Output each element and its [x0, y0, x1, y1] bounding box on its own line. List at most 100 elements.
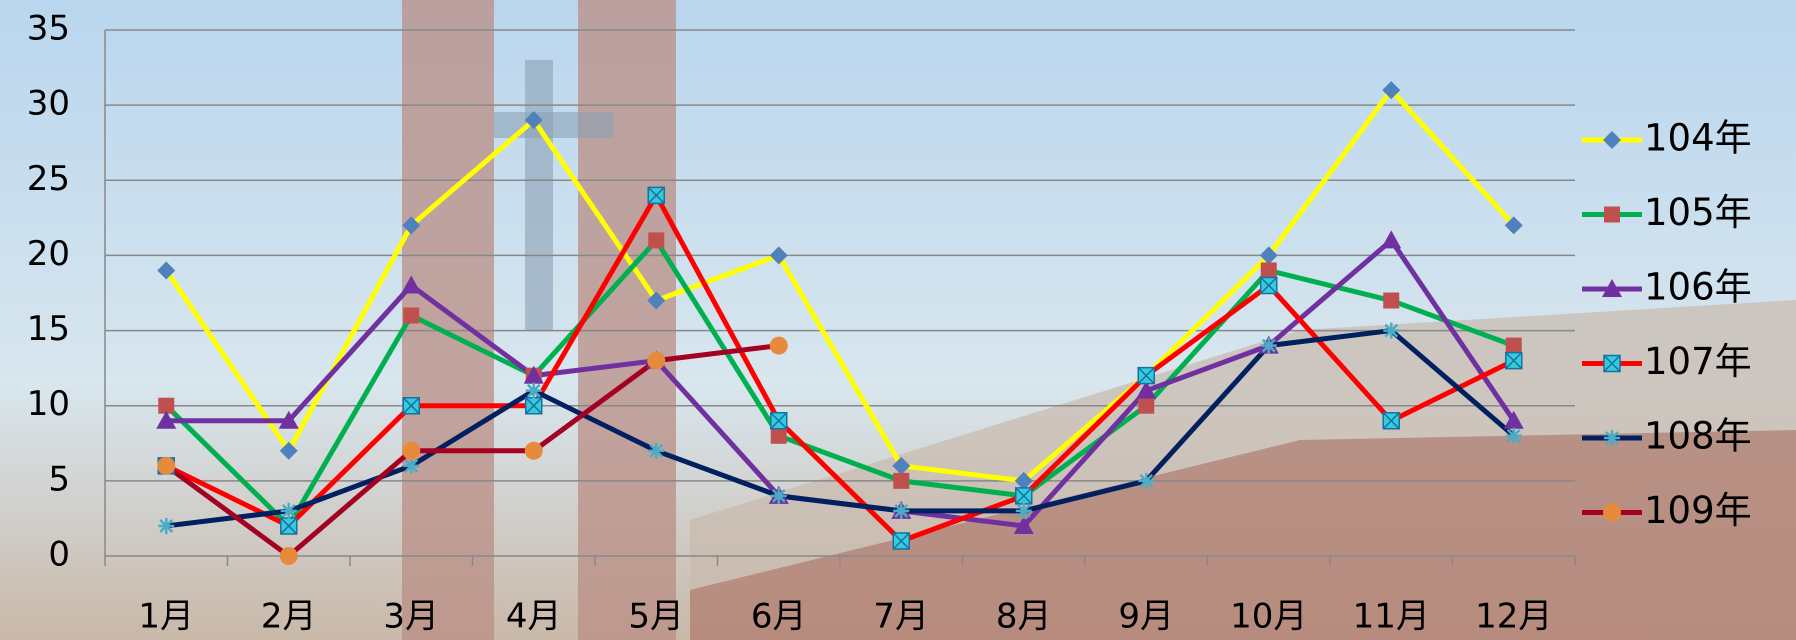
- marker: [278, 410, 299, 429]
- marker: [770, 427, 787, 444]
- marker: [1382, 81, 1401, 100]
- x-tick-label: 3月: [383, 597, 439, 637]
- series-line: [164, 87, 1516, 484]
- marker: [1505, 337, 1522, 354]
- marker: [1603, 354, 1621, 373]
- y-tick-label: 20: [27, 234, 70, 274]
- marker: [280, 502, 297, 519]
- marker: [1137, 366, 1155, 385]
- x-tick-label: 8月: [996, 597, 1052, 637]
- x-tick-label: 5月: [628, 597, 684, 637]
- marker: [157, 456, 176, 475]
- marker: [279, 547, 298, 565]
- marker: [1604, 206, 1620, 223]
- marker: [403, 457, 420, 474]
- x-tick-label: 2月: [261, 597, 317, 637]
- x-tick-label: 1月: [138, 597, 194, 637]
- legend-label: 104年: [1644, 117, 1752, 160]
- marker: [647, 351, 666, 370]
- marker: [1260, 276, 1278, 295]
- marker: [769, 336, 788, 355]
- marker: [524, 111, 543, 130]
- legend-item: 108年: [1582, 415, 1752, 458]
- series-line: [164, 237, 1515, 529]
- x-tick-label: 11月: [1353, 597, 1430, 637]
- marker: [1259, 246, 1278, 265]
- marker: [525, 382, 542, 399]
- legend-item: 106年: [1582, 266, 1752, 309]
- marker: [158, 517, 175, 534]
- y-tick-label: 30: [27, 84, 70, 124]
- legend-label: 109年: [1644, 489, 1752, 532]
- marker: [1013, 515, 1034, 534]
- marker: [525, 396, 543, 415]
- x-tick-label: 10月: [1230, 597, 1307, 637]
- legend-label: 105年: [1644, 191, 1752, 234]
- marker: [1383, 322, 1400, 339]
- marker: [892, 532, 910, 550]
- series-line: [165, 328, 1516, 529]
- legend-item: 107年: [1582, 340, 1752, 383]
- marker: [769, 246, 788, 265]
- marker: [401, 275, 422, 294]
- marker: [1505, 427, 1522, 444]
- marker: [1015, 487, 1033, 505]
- x-tick-label: 9月: [1118, 597, 1174, 637]
- marker: [647, 186, 665, 205]
- marker: [1383, 292, 1400, 309]
- marker: [157, 261, 176, 280]
- marker: [892, 456, 911, 475]
- marker: [648, 442, 665, 459]
- marker: [1603, 503, 1621, 522]
- y-tick-label: 5: [48, 459, 70, 499]
- marker: [1504, 216, 1523, 235]
- marker: [403, 307, 420, 324]
- marker: [402, 441, 421, 460]
- marker: [280, 517, 298, 535]
- y-tick-label: 35: [27, 9, 70, 49]
- marker: [1604, 430, 1620, 446]
- marker: [648, 232, 665, 249]
- marker: [893, 502, 910, 519]
- legend-label: 107年: [1644, 340, 1752, 383]
- marker: [402, 396, 420, 415]
- legend: 104年 105年 106年 107年 108年 109年: [1582, 117, 1752, 532]
- x-tick-label: 7月: [873, 597, 929, 637]
- marker: [1381, 230, 1402, 249]
- marker: [279, 441, 298, 460]
- y-tick-label: 0: [48, 535, 70, 575]
- x-tick-label: 6月: [751, 597, 807, 637]
- marker: [1260, 262, 1277, 279]
- x-tick-label: 12月: [1475, 597, 1552, 637]
- marker: [1382, 411, 1400, 430]
- marker: [1505, 351, 1523, 370]
- marker: [1136, 380, 1157, 399]
- marker: [1138, 397, 1155, 414]
- marker: [647, 291, 666, 310]
- marker: [1602, 279, 1622, 297]
- marker: [402, 216, 421, 235]
- marker: [1260, 337, 1277, 354]
- marker: [156, 410, 177, 429]
- marker: [158, 397, 175, 414]
- marker: [770, 411, 788, 430]
- x-tick-label: 4月: [506, 597, 562, 637]
- marker: [524, 441, 543, 460]
- series-line: [164, 343, 780, 559]
- marker: [893, 472, 910, 489]
- marker: [1603, 131, 1621, 149]
- marker: [1014, 471, 1033, 490]
- series-line: [165, 192, 1515, 544]
- legend-label: 106年: [1644, 266, 1752, 309]
- y-tick-label: 10: [27, 384, 70, 424]
- marker: [1015, 502, 1032, 519]
- legend-item: 109年: [1582, 489, 1752, 532]
- legend-item: 104年: [1582, 117, 1752, 160]
- legend-label: 108年: [1644, 415, 1752, 458]
- marker: [523, 365, 544, 384]
- marker: [770, 487, 787, 504]
- legend-item: 105年: [1582, 191, 1752, 234]
- y-tick-label: 25: [27, 159, 70, 199]
- y-tick-label: 15: [27, 309, 70, 349]
